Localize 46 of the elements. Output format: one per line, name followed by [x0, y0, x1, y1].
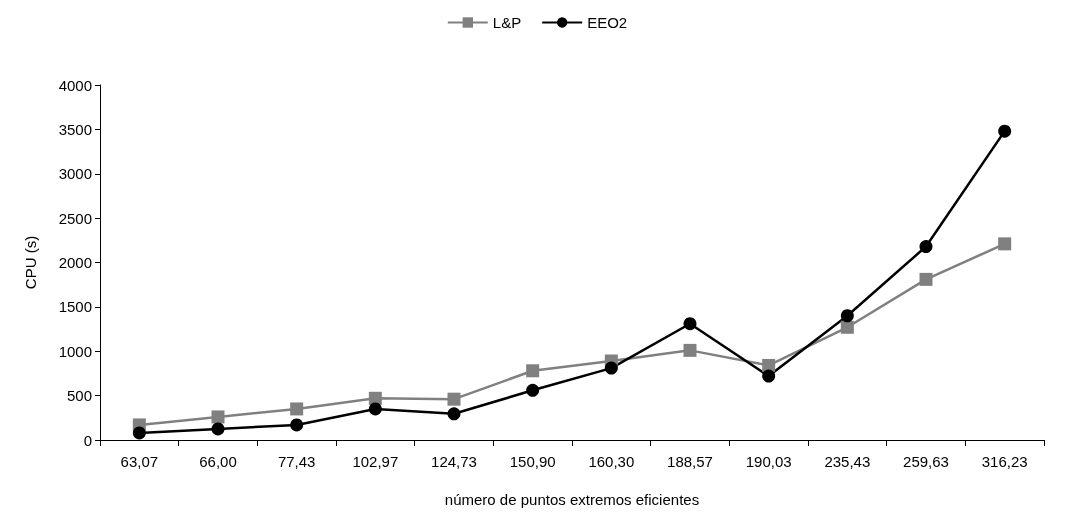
point	[447, 407, 461, 421]
y-tick-label: 1500	[58, 298, 92, 316]
point	[211, 410, 225, 424]
point	[132, 426, 146, 440]
point	[526, 383, 540, 397]
y-tick-label: 500	[66, 387, 92, 405]
point	[604, 361, 618, 375]
point	[840, 309, 854, 323]
x-tick-label: 77,43	[277, 453, 316, 470]
x-tick-label: 124,73	[431, 453, 477, 470]
point	[919, 272, 933, 286]
x-tick-label: 259,63	[903, 453, 949, 470]
x-tick-label: 190,03	[745, 453, 792, 470]
y-tick-label: 2500	[58, 209, 92, 227]
y-tick-label: 0	[83, 431, 92, 449]
point	[526, 364, 540, 378]
point	[211, 422, 225, 436]
point	[368, 402, 382, 416]
x-tick-label: 150,90	[509, 453, 556, 470]
point	[683, 317, 697, 331]
x-tick-label: 235,43	[824, 453, 871, 470]
y-tick-label: 1000	[58, 342, 92, 360]
point	[447, 392, 461, 406]
y-tick-label: 3000	[58, 165, 92, 183]
x-tick-label: 160,30	[588, 453, 635, 470]
x-tick-label: 63,07	[120, 453, 159, 470]
point	[762, 369, 776, 383]
y-tick-label: 3500	[58, 120, 92, 138]
y-tick-label: 2000	[58, 254, 92, 271]
x-axis-title: número de puntos extremos eficientes	[444, 491, 700, 508]
legend-label: EEO2	[587, 14, 628, 31]
point	[998, 237, 1012, 251]
y-axis-title: CPU (s)	[22, 235, 39, 290]
point	[683, 343, 697, 357]
y-tick-label: 4000	[58, 76, 92, 94]
x-tick-label: 66,00	[199, 453, 237, 470]
point	[840, 320, 854, 334]
x-tick-label: 102,97	[352, 453, 399, 470]
point	[290, 418, 304, 432]
x-tick-label: 316,23	[981, 453, 1028, 470]
x-tick-label: 188,57	[667, 453, 713, 470]
legend-label: L&P	[492, 14, 522, 31]
point	[919, 240, 933, 254]
point	[762, 358, 776, 372]
point	[998, 124, 1012, 138]
point	[290, 402, 304, 416]
